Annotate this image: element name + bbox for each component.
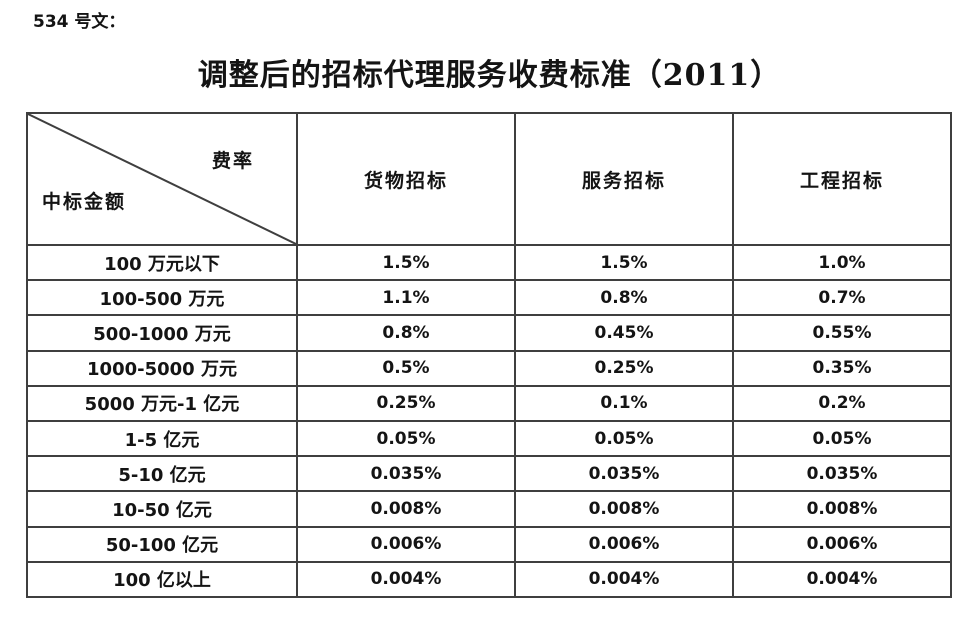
fee-cell: 0.8% [514, 279, 734, 317]
diagonal-corner-cell: 费率 中标金额 [26, 112, 298, 246]
fee-cell: 0.55% [732, 314, 952, 352]
row-label: 500-1000 万元 [26, 314, 298, 352]
fee-cell: 1.1% [296, 279, 516, 317]
fee-cell: 0.8% [296, 314, 516, 352]
fee-cell: 0.05% [296, 419, 516, 458]
fee-cell: 0.7% [732, 279, 952, 317]
row-label: 10-50 亿元 [26, 490, 298, 528]
fee-cell: 1.5% [514, 243, 734, 282]
row-label: 1000-5000 万元 [26, 349, 298, 387]
fee-cell: 0.35% [732, 349, 952, 387]
row-label: 100 亿以上 [26, 560, 298, 599]
fee-cell: 0.004% [514, 560, 734, 599]
table-row: 1-5 亿元 0.05% 0.05% 0.05% [26, 419, 952, 458]
column-header-engineering: 工程招标 [732, 112, 952, 246]
fee-cell: 0.008% [296, 490, 516, 528]
fee-cell: 0.006% [296, 525, 516, 563]
fee-cell: 1.0% [732, 243, 952, 282]
fee-cell: 0.008% [732, 490, 952, 528]
column-header-services: 服务招标 [514, 112, 734, 246]
table-row: 10-50 亿元 0.008% 0.008% 0.008% [26, 490, 952, 528]
fee-cell: 0.035% [296, 455, 516, 493]
fee-cell: 0.006% [514, 525, 734, 563]
corner-label-rate: 费率 [211, 150, 254, 172]
table-row: 5000 万元-1 亿元 0.25% 0.1% 0.2% [26, 384, 952, 422]
corner-label-amount: 中标金额 [42, 191, 127, 213]
diagonal-line [28, 114, 296, 244]
fee-cell: 0.25% [296, 384, 516, 422]
table-row: 1000-5000 万元 0.5% 0.25% 0.35% [26, 349, 952, 387]
fee-cell: 0.05% [514, 419, 734, 458]
row-label: 100-500 万元 [26, 279, 298, 317]
row-label: 5000 万元-1 亿元 [26, 384, 298, 422]
table-row: 100-500 万元 1.1% 0.8% 0.7% [26, 279, 952, 317]
fee-cell: 0.5% [296, 349, 516, 387]
fee-cell: 0.25% [514, 349, 734, 387]
fee-cell: 0.05% [732, 419, 952, 458]
fee-cell: 1.5% [296, 243, 516, 282]
row-label: 5-10 亿元 [26, 455, 298, 493]
fee-cell: 0.008% [514, 490, 734, 528]
doc-ref-label: 534 号文： [33, 12, 126, 32]
fee-cell: 0.2% [732, 384, 952, 422]
table-row: 100 万元以下 1.5% 1.5% 1.0% [26, 243, 952, 282]
row-label: 100 万元以下 [26, 243, 298, 282]
fee-cell: 0.004% [732, 560, 952, 599]
table-row: 50-100 亿元 0.006% 0.006% 0.006% [26, 525, 952, 563]
column-header-goods: 货物招标 [296, 112, 516, 246]
table-row: 100 亿以上 0.004% 0.004% 0.004% [26, 560, 952, 599]
table-row: 5-10 亿元 0.035% 0.035% 0.035% [26, 455, 952, 493]
fee-cell: 0.006% [732, 525, 952, 563]
table-row: 500-1000 万元 0.8% 0.45% 0.55% [26, 314, 952, 352]
row-label: 50-100 亿元 [26, 525, 298, 563]
page-title: 调整后的招标代理服务收费标准（2011） [197, 58, 782, 93]
fee-cell: 0.1% [514, 384, 734, 422]
fee-cell: 0.035% [514, 455, 734, 493]
fee-cell: 0.45% [514, 314, 734, 352]
header-row: 费率 中标金额 货物招标 服务招标 工程招标 [26, 112, 952, 246]
fee-cell: 0.004% [296, 560, 516, 599]
fee-rate-table: 费率 中标金额 货物招标 服务招标 工程招标 100 万元以下 1.5% 1.5… [26, 112, 952, 599]
row-label: 1-5 亿元 [26, 419, 298, 458]
fee-cell: 0.035% [732, 455, 952, 493]
